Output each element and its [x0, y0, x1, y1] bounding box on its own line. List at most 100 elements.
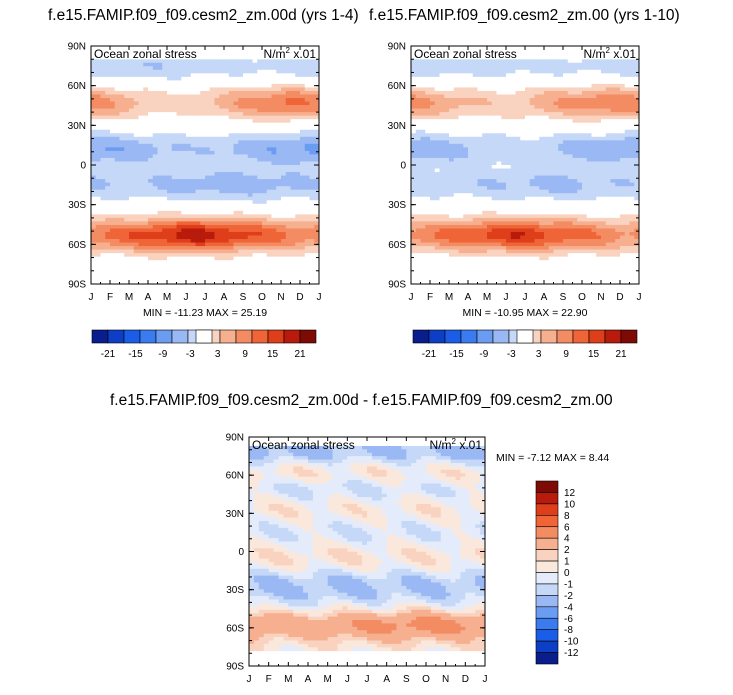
heat-cell	[458, 196, 464, 201]
heat-cell	[430, 136, 436, 141]
heat-cell	[190, 150, 196, 155]
heat-cell	[228, 224, 234, 229]
heat-cell	[634, 62, 640, 67]
heat-cell	[262, 210, 268, 215]
heat-cell	[487, 161, 493, 166]
heat-cell	[496, 112, 502, 117]
heat-cell	[200, 140, 206, 145]
heat-cell	[295, 221, 301, 226]
heat-cell	[615, 105, 621, 109]
heat-cell	[444, 203, 450, 208]
heat-cell	[563, 119, 569, 124]
heat-cell	[430, 98, 436, 102]
heat-cell	[95, 203, 101, 208]
heat-cell	[171, 115, 177, 120]
heat-cell	[91, 210, 97, 215]
heat-cell	[138, 161, 144, 166]
heat-cell	[453, 87, 459, 92]
heat-cell	[453, 129, 459, 134]
heat-cell	[610, 66, 616, 71]
heat-cell	[133, 59, 139, 64]
heat-cell	[439, 98, 445, 102]
heat-cell	[449, 87, 455, 92]
heat-cell	[238, 94, 244, 99]
heat-cell	[157, 193, 163, 198]
heat-cell	[420, 172, 426, 176]
heat-cell	[157, 59, 163, 64]
heat-cell	[152, 193, 158, 198]
heat-cell	[138, 207, 144, 212]
heat-cell	[124, 253, 130, 258]
heat-cell	[314, 249, 320, 254]
heat-cell	[95, 263, 101, 268]
heat-cell	[224, 193, 230, 198]
heat-cell	[133, 182, 139, 187]
heat-cell	[463, 108, 469, 113]
heat-cell	[491, 76, 497, 81]
heat-cell	[91, 87, 97, 92]
heat-cell	[482, 62, 488, 67]
heat-cell	[558, 140, 564, 145]
y-tick-label: 60S	[68, 240, 86, 251]
heat-cell	[430, 101, 436, 106]
heat-cell	[271, 210, 277, 215]
heat-cell	[110, 66, 116, 71]
heat-cell	[449, 133, 455, 138]
heat-cell	[176, 242, 182, 247]
heat-cell	[105, 193, 111, 198]
heat-cell	[205, 143, 211, 148]
heat-cell	[610, 94, 616, 99]
heat-cell	[114, 186, 120, 191]
heat-cell	[224, 224, 230, 229]
heat-cell	[176, 69, 182, 74]
heat-cell	[162, 101, 168, 106]
heat-cell	[200, 249, 206, 254]
heat-cell	[472, 115, 478, 120]
heat-cell	[496, 98, 502, 102]
heat-cell	[415, 66, 421, 71]
heat-cell	[482, 182, 488, 187]
heat-cell	[304, 186, 310, 191]
heat-cell	[224, 126, 230, 131]
heat-cell	[553, 143, 559, 148]
heat-cell	[553, 175, 559, 180]
heat-cell	[105, 161, 111, 166]
heat-cell	[257, 119, 263, 124]
heat-cell	[553, 193, 559, 198]
heat-cell	[434, 182, 440, 187]
heat-cell	[233, 133, 239, 138]
heat-cell	[525, 147, 531, 152]
heat-cell	[171, 73, 177, 78]
heat-cell	[224, 108, 230, 113]
heat-cell	[300, 210, 306, 215]
heat-cell	[266, 83, 272, 88]
heat-cell	[463, 73, 469, 78]
heat-cell	[105, 165, 111, 169]
heat-cell	[100, 228, 106, 233]
heat-cell	[110, 101, 116, 106]
heat-cell	[266, 189, 272, 194]
heat-cell	[262, 90, 268, 95]
heat-cell	[143, 203, 149, 208]
heat-cell	[100, 101, 106, 106]
heat-cell	[176, 239, 182, 243]
heat-cell	[262, 83, 268, 88]
heat-cell	[148, 98, 154, 102]
heat-cell	[309, 115, 315, 120]
heat-cell	[214, 203, 220, 208]
heat-cell	[133, 143, 139, 148]
heat-cell	[615, 83, 621, 88]
heat-cell	[105, 231, 111, 236]
heat-cell	[133, 256, 139, 261]
heat-cell	[266, 179, 272, 184]
heat-cell	[219, 90, 225, 95]
heat-cell	[449, 136, 455, 141]
heat-cell	[449, 76, 455, 81]
heat-cell	[271, 143, 277, 148]
heat-cell	[214, 179, 220, 184]
heat-cell	[285, 69, 291, 74]
heat-cell	[224, 165, 230, 169]
heat-cell	[529, 119, 535, 124]
heat-cell	[143, 122, 149, 127]
heat-cell	[434, 108, 440, 113]
